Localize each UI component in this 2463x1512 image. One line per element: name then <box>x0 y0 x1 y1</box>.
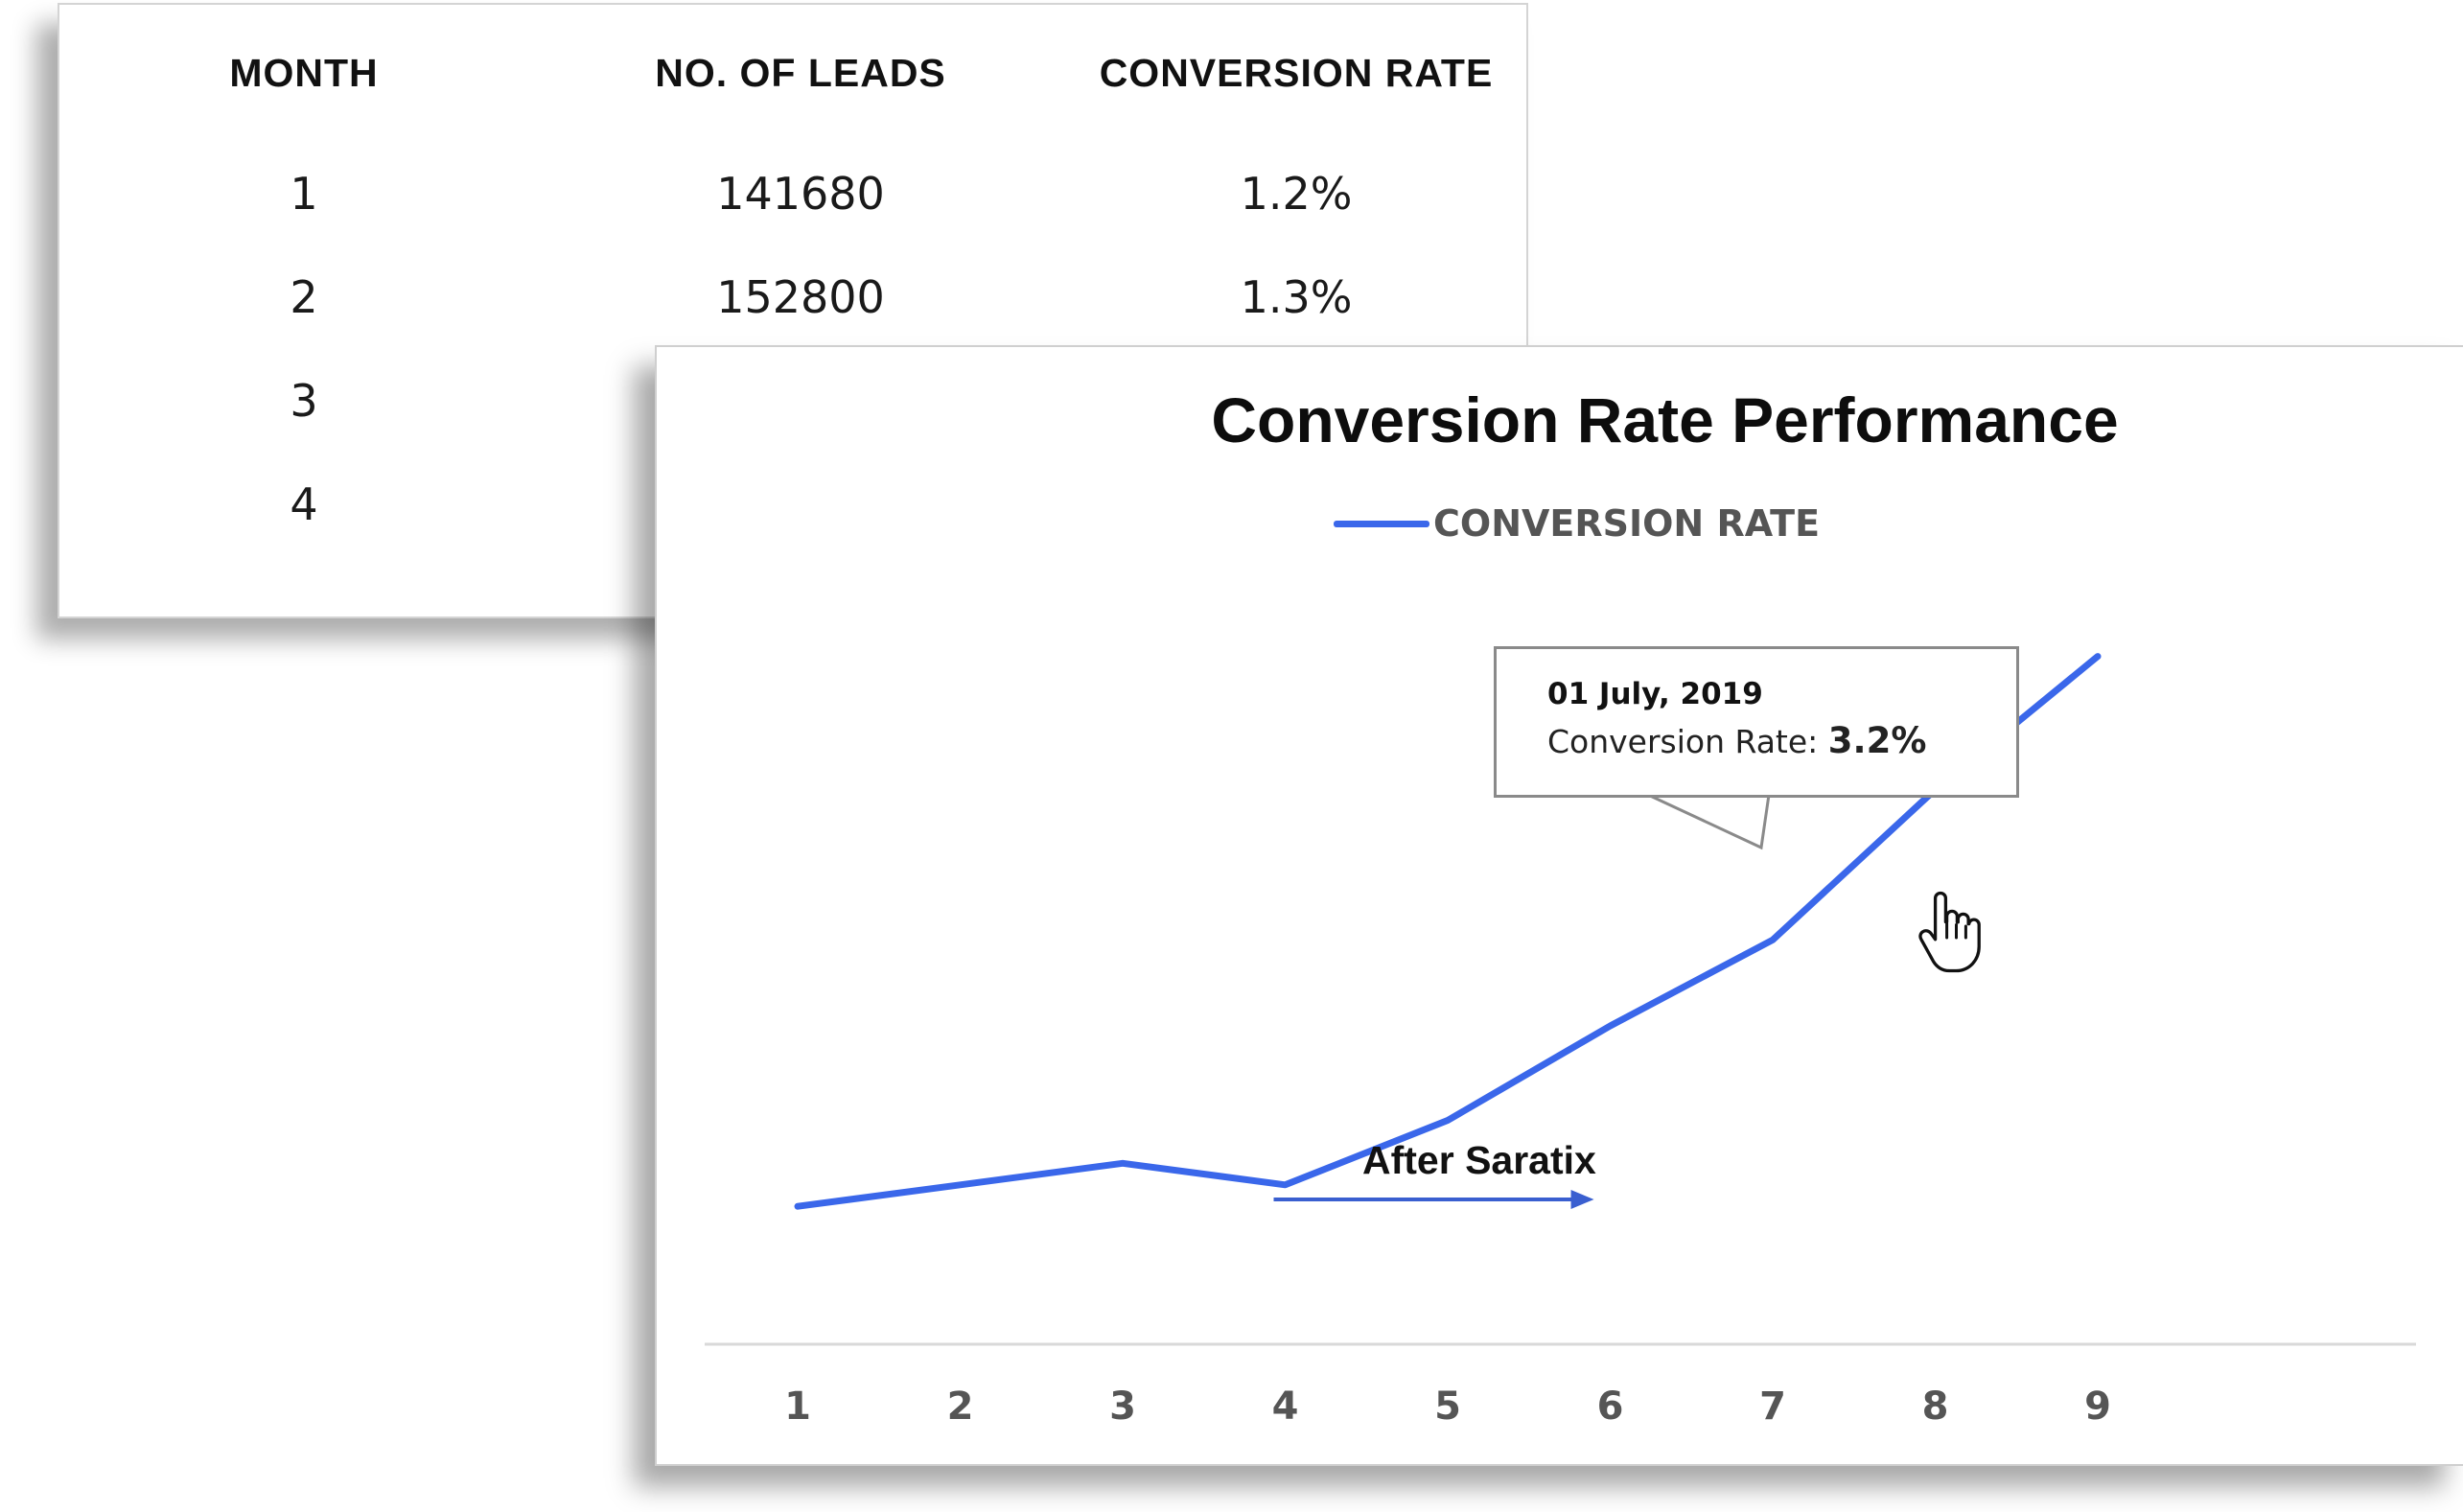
tooltip-line: Conversion Rate: 3.2% <box>1547 716 2016 767</box>
header-conversion-rate: CONVERSION RATE <box>1099 51 1494 95</box>
chart-legend: CONVERSION RATE <box>1334 502 1820 545</box>
x-tick-label: 8 <box>1921 1384 1949 1429</box>
x-tick-label: 7 <box>1759 1384 1786 1429</box>
table-cell-month: 4 <box>290 478 318 530</box>
table-cell-leads: 152800 <box>716 271 885 323</box>
x-tick-label: 4 <box>1271 1384 1299 1429</box>
tooltip-value: 3.2% <box>1827 720 1927 761</box>
annotation-arrow-head <box>1570 1190 1594 1209</box>
table-cell-leads: 141680 <box>716 168 885 220</box>
x-tick-label: 5 <box>1434 1384 1461 1429</box>
chart-card: Conversion Rate Performance CONVERSION R… <box>655 345 2463 1466</box>
header-leads: NO. OF LEADS <box>655 51 946 95</box>
legend-swatch <box>1334 520 1429 527</box>
table-cell-month: 1 <box>290 168 318 220</box>
x-tick-label: 6 <box>1596 1384 1624 1429</box>
table-cell-rate: 1.2% <box>1240 168 1353 220</box>
tooltip-label: Conversion Rate: <box>1547 723 1819 760</box>
legend-label: CONVERSION RATE <box>1433 502 1821 545</box>
chart-plot <box>705 653 2416 1346</box>
annotation-after-saratix: After Saratix <box>1362 1138 1596 1182</box>
data-tooltip: 01 July, 2019 Conversion Rate: 3.2% <box>1494 646 2019 798</box>
tooltip-tail <box>1647 793 1771 850</box>
x-tick-label: 1 <box>784 1384 811 1429</box>
table-cell-month: 2 <box>290 271 318 323</box>
header-month: MONTH <box>229 51 379 95</box>
x-tick-label: 2 <box>946 1384 974 1429</box>
chart-title: Conversion Rate Performance <box>1211 384 2119 455</box>
x-tick-label: 9 <box>2084 1384 2111 1429</box>
x-tick-label: 3 <box>1109 1384 1136 1429</box>
table-cell-rate: 1.3% <box>1240 271 1353 323</box>
table-cell-month: 3 <box>290 375 318 427</box>
tooltip-date: 01 July, 2019 <box>1547 677 1763 711</box>
